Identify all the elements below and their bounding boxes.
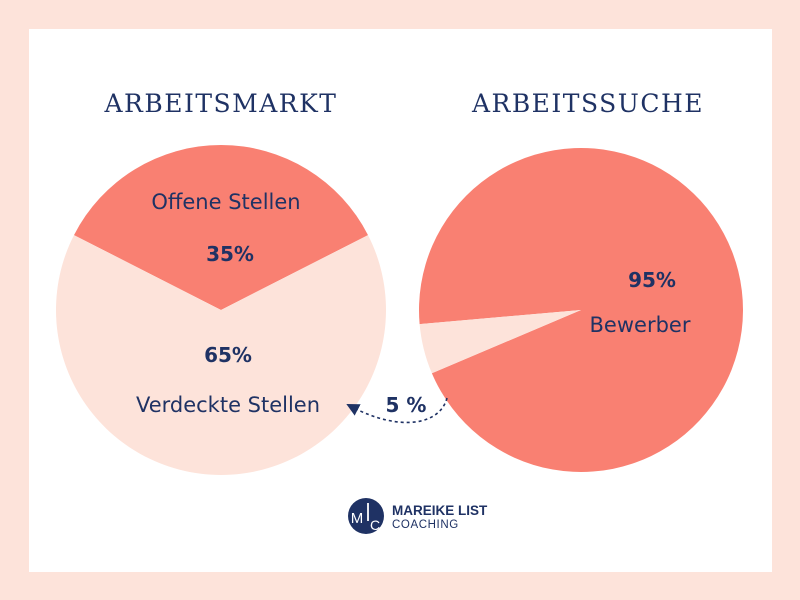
chart2-title: ARBEITSSUCHE	[471, 89, 704, 118]
slice-five-percent	[419, 310, 581, 374]
dashed-arrow-annotation	[346, 397, 448, 424]
pie-arbeitsmarkt	[55, 145, 387, 476]
slice-value-bewerber: 95%	[628, 268, 676, 292]
slice-value-five-percent: 5 %	[386, 393, 427, 417]
logo-letter-m: M	[351, 510, 364, 527]
slice-offene-stellen	[73, 145, 369, 310]
logo-letter-c: C	[370, 517, 380, 533]
slice-value-verdeckte-stellen: 65%	[204, 343, 252, 367]
logo-circle	[348, 498, 384, 534]
slice-label-offene-stellen: Offene Stellen	[151, 190, 300, 214]
infographic-card: ARBEITSMARKT Offene Stellen 35% 65% Verd…	[29, 29, 772, 572]
logo-line2: COACHING	[392, 519, 459, 531]
pie-arbeitssuche	[419, 147, 744, 473]
chart1-title: ARBEITSMARKT	[103, 89, 337, 118]
logo: M C MAREIKE LIST COACHING	[348, 498, 488, 534]
slice-label-bewerber: Bewerber	[590, 313, 691, 337]
slice-verdeckte-stellen	[55, 235, 387, 476]
slice-value-offene-stellen: 35%	[206, 242, 254, 266]
slice-label-verdeckte-stellen: Verdeckte Stellen	[136, 393, 320, 417]
logo-line1: MAREIKE LIST	[392, 503, 488, 518]
